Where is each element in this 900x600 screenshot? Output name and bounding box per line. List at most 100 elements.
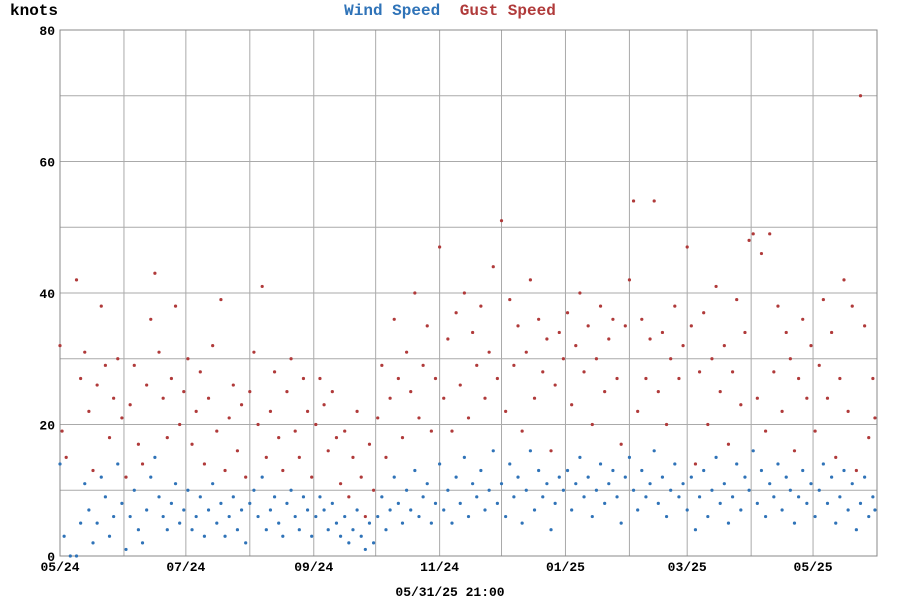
data-point (726, 521, 731, 525)
data-point (730, 370, 735, 374)
data-point (528, 449, 532, 453)
data-point (116, 462, 120, 466)
data-point (475, 495, 479, 499)
data-point (714, 284, 718, 289)
data-point (359, 534, 363, 538)
data-point (79, 521, 83, 525)
data-point (421, 495, 425, 499)
data-point (570, 508, 574, 512)
data-point (458, 501, 462, 505)
data-point (64, 455, 68, 459)
data-point (648, 482, 652, 486)
data-point (91, 541, 95, 545)
data-point (413, 468, 417, 473)
data-point (714, 455, 718, 459)
data-point (619, 442, 623, 446)
data-point (871, 495, 875, 499)
data-point (504, 514, 508, 519)
data-point (598, 304, 603, 308)
data-point (244, 541, 248, 545)
data-point (367, 442, 372, 446)
data-point (623, 475, 627, 479)
data-point (433, 376, 438, 381)
data-point (644, 495, 648, 499)
data-point (586, 475, 590, 479)
data-point (380, 495, 384, 499)
data-point (153, 271, 157, 275)
data-point (545, 337, 549, 341)
data-point (198, 370, 202, 374)
data-point (157, 350, 161, 354)
data-point (780, 409, 784, 413)
data-point (285, 501, 289, 505)
data-point (797, 495, 801, 499)
data-point (471, 482, 475, 486)
data-point (310, 534, 314, 538)
data-point (706, 422, 710, 427)
data-point (438, 245, 442, 249)
data-point (598, 462, 603, 466)
data-point (871, 376, 875, 381)
data-point (219, 501, 223, 505)
data-point (244, 475, 248, 479)
data-point (388, 396, 392, 400)
data-point (264, 528, 268, 532)
data-point (128, 514, 132, 519)
data-point (788, 488, 792, 492)
data-point (565, 311, 570, 315)
data-point (677, 495, 681, 499)
data-point (351, 528, 355, 532)
data-point (722, 482, 726, 486)
data-point (817, 363, 821, 367)
data-point (347, 495, 351, 499)
data-point (735, 462, 739, 466)
y-tick-label: 20 (39, 419, 55, 434)
data-point (256, 422, 260, 427)
data-point (107, 436, 112, 440)
data-point (603, 390, 607, 394)
data-point (326, 449, 330, 453)
data-point (314, 514, 318, 519)
data-point (450, 521, 454, 525)
data-point (685, 245, 689, 249)
data-point (813, 429, 817, 433)
data-point (512, 495, 516, 499)
data-point (128, 403, 132, 407)
data-point (83, 350, 87, 354)
data-point (813, 514, 817, 519)
data-point (260, 475, 264, 479)
data-point (405, 488, 409, 492)
data-point (549, 528, 553, 532)
data-point (161, 396, 165, 400)
data-point (689, 475, 693, 479)
data-point (318, 495, 322, 499)
data-point (594, 357, 599, 361)
data-point (491, 265, 495, 269)
y-tick-label: 60 (39, 156, 55, 171)
data-point (351, 455, 355, 459)
legend-item-gust-speed: Gust Speed (460, 2, 556, 20)
data-point (343, 514, 347, 519)
data-point (74, 278, 79, 282)
data-point (574, 344, 578, 348)
data-point (178, 521, 182, 525)
data-point (615, 495, 619, 499)
data-point (256, 514, 260, 519)
data-point (669, 488, 673, 492)
data-point (763, 429, 768, 433)
data-point (95, 383, 99, 387)
data-point (359, 475, 363, 479)
data-point (334, 521, 339, 525)
data-point (532, 508, 537, 512)
data-point (458, 383, 462, 387)
data-point (763, 514, 768, 519)
data-point (91, 468, 95, 473)
data-point (586, 324, 590, 328)
plot-frame (59, 29, 878, 557)
x-tick-label: 11/24 (420, 560, 459, 575)
data-point (850, 304, 854, 308)
data-point (640, 468, 644, 473)
data-point (718, 501, 722, 505)
data-point (479, 468, 483, 473)
y-axis-label: knots (10, 2, 58, 20)
